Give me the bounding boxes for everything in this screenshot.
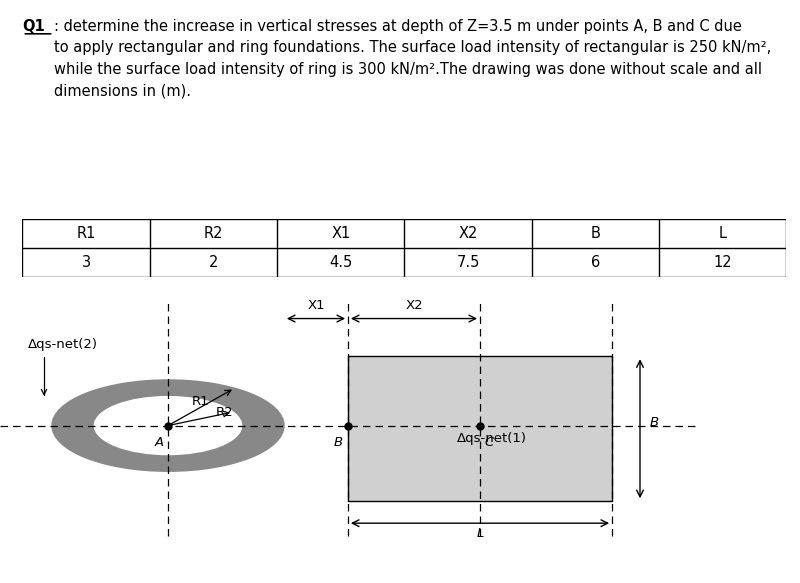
Text: X2: X2 xyxy=(405,299,423,312)
Text: B: B xyxy=(650,416,658,429)
Circle shape xyxy=(94,396,242,455)
Text: 3: 3 xyxy=(82,255,90,270)
Circle shape xyxy=(52,380,284,471)
Text: Δqs-net(1): Δqs-net(1) xyxy=(457,431,527,445)
Text: 4.5: 4.5 xyxy=(329,255,352,270)
Text: A: A xyxy=(155,436,164,449)
Text: Δqs-net(2): Δqs-net(2) xyxy=(28,339,98,395)
Text: C: C xyxy=(484,436,494,449)
Text: R2: R2 xyxy=(204,226,223,241)
Text: 12: 12 xyxy=(714,255,732,270)
Text: R1: R1 xyxy=(192,395,210,408)
Text: 2: 2 xyxy=(209,255,218,270)
Text: R2: R2 xyxy=(216,406,234,419)
Text: X1: X1 xyxy=(331,226,350,241)
Text: 7.5: 7.5 xyxy=(456,255,480,270)
Bar xyxy=(348,356,612,501)
Text: X1: X1 xyxy=(307,299,325,312)
Text: L: L xyxy=(476,528,484,540)
Text: B: B xyxy=(334,436,342,449)
Text: B: B xyxy=(590,226,600,241)
Text: R1: R1 xyxy=(76,226,96,241)
Text: X2: X2 xyxy=(458,226,478,241)
Text: : determine the increase in vertical stresses at depth of Z=3.5 m under points A: : determine the increase in vertical str… xyxy=(54,19,772,99)
Text: 6: 6 xyxy=(590,255,600,270)
Text: L: L xyxy=(718,226,726,241)
Text: Q1: Q1 xyxy=(22,19,45,34)
